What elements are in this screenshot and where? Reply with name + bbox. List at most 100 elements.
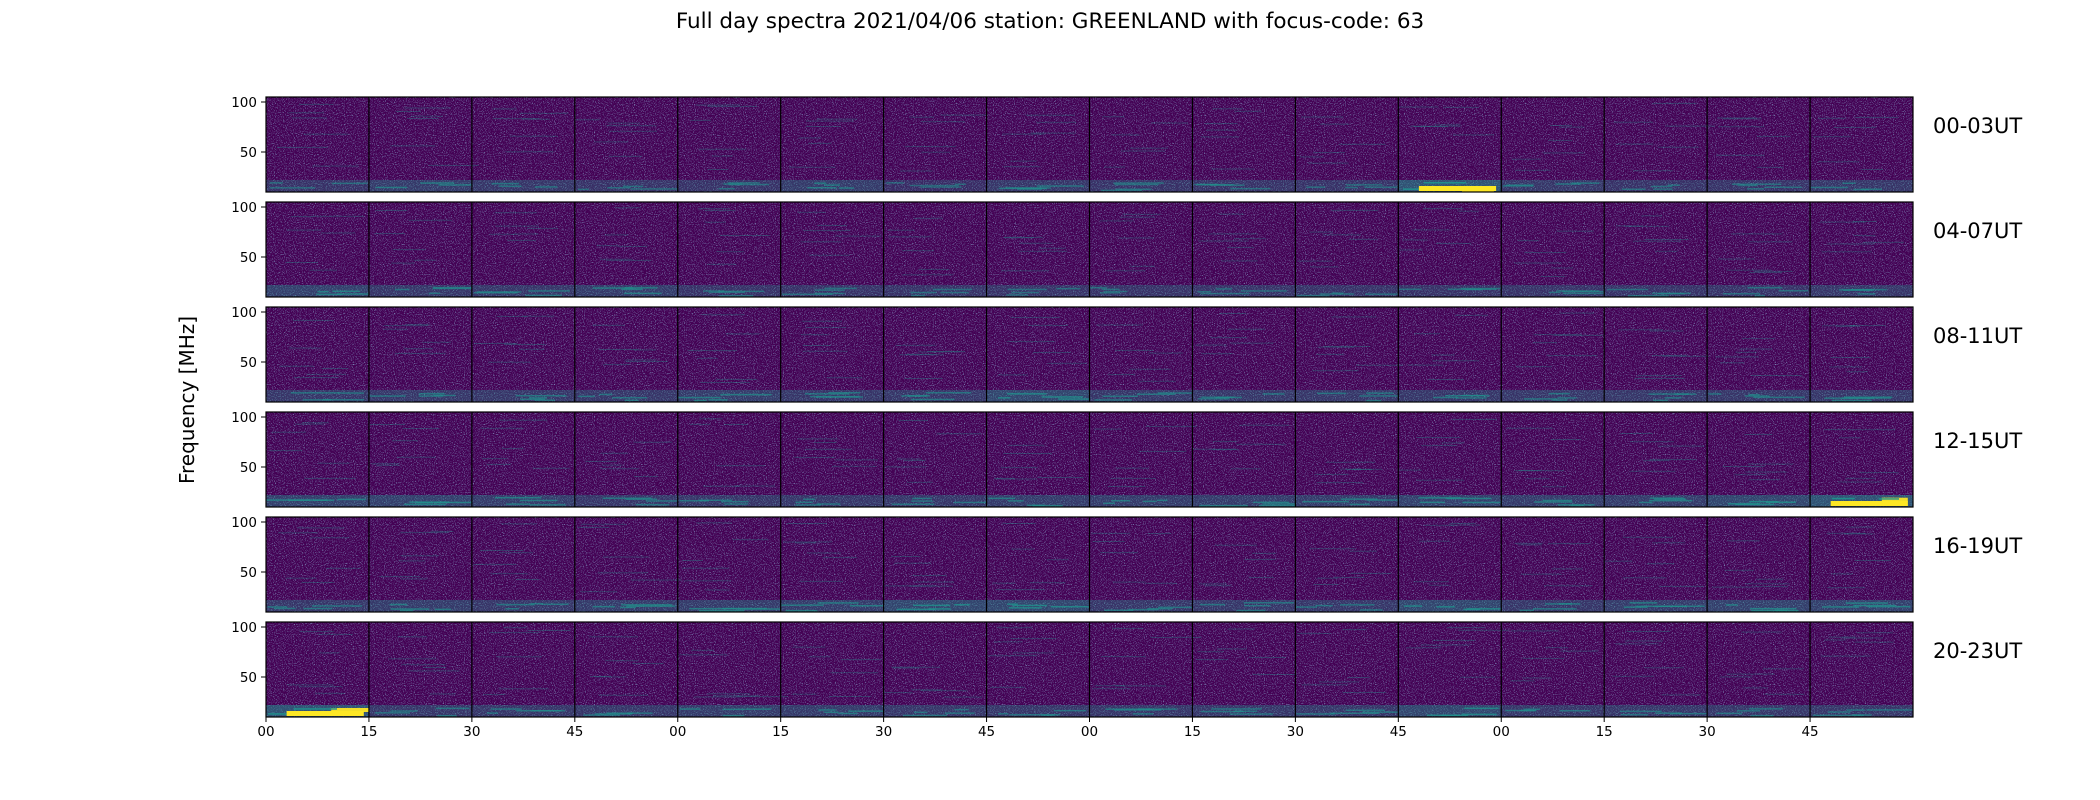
band-line xyxy=(1736,710,1761,712)
noise-line xyxy=(430,530,454,532)
x-tick-label: 00 xyxy=(1493,724,1510,740)
noise-line xyxy=(995,589,1045,591)
band-line xyxy=(719,295,754,297)
low-frequency-band xyxy=(1810,285,1913,297)
band-line xyxy=(1533,608,1577,610)
band-line xyxy=(1735,503,1775,506)
band-line xyxy=(913,604,951,607)
band-line xyxy=(805,393,850,395)
band-line xyxy=(435,707,470,710)
noise-line xyxy=(403,348,434,350)
noise-line xyxy=(913,217,943,219)
noise-line xyxy=(1030,132,1076,134)
band-line xyxy=(1132,713,1154,715)
noise-line xyxy=(1742,338,1775,340)
noise-line xyxy=(809,656,831,658)
noise-line xyxy=(1820,655,1871,657)
noise-line xyxy=(473,343,518,344)
noise-line xyxy=(801,320,843,322)
noise-line xyxy=(1310,266,1339,268)
noise-line xyxy=(1652,102,1697,104)
noise-line xyxy=(608,130,658,132)
noise-line xyxy=(1641,215,1663,217)
noise-line xyxy=(1745,583,1790,585)
band-line xyxy=(1505,184,1534,186)
noise-line xyxy=(1723,118,1762,120)
y-tick-label: 50 xyxy=(240,565,257,581)
noise-line xyxy=(1446,627,1485,629)
band-line xyxy=(599,393,613,396)
noise-line xyxy=(1316,577,1339,579)
spectra-row: 100 50 04-07UT xyxy=(231,200,2022,298)
noise-line xyxy=(1313,152,1346,154)
noise-line xyxy=(1206,129,1237,131)
band-line xyxy=(1136,393,1175,395)
noise-line xyxy=(1409,125,1461,127)
noise-line xyxy=(1010,160,1037,162)
band-line xyxy=(1137,708,1177,710)
noise-line xyxy=(1632,170,1673,172)
band-line xyxy=(1559,710,1591,712)
band-line xyxy=(1853,604,1896,607)
noise-line xyxy=(402,428,440,429)
row-frame xyxy=(265,96,1914,193)
band-line xyxy=(624,287,658,289)
noise-line xyxy=(600,258,633,260)
band-line xyxy=(375,712,410,714)
noise-line xyxy=(803,230,851,232)
noise-line xyxy=(509,135,558,137)
row-frame xyxy=(265,306,1914,403)
band-line xyxy=(1007,603,1018,605)
band-line xyxy=(1058,398,1090,400)
noise-line xyxy=(1420,644,1471,646)
band-line xyxy=(1032,504,1063,507)
band-line xyxy=(679,708,701,710)
noise-line xyxy=(1853,235,1876,237)
noise-line xyxy=(496,656,543,658)
noise-line xyxy=(893,562,932,564)
x-tick-label: 00 xyxy=(1081,724,1098,740)
noise-line xyxy=(1208,233,1258,235)
noise-line xyxy=(732,539,769,541)
noise-line xyxy=(383,328,408,330)
noise-line xyxy=(715,378,758,380)
noise-line xyxy=(1511,158,1542,160)
band-line xyxy=(541,603,569,605)
noise-line xyxy=(1010,548,1034,550)
row-frame xyxy=(265,411,1914,508)
low-frequency-band xyxy=(368,495,472,507)
noise-line xyxy=(395,111,421,112)
noise-line xyxy=(1441,442,1464,444)
band-line xyxy=(795,501,813,503)
low-frequency-band xyxy=(471,285,575,297)
noise-line xyxy=(797,211,826,213)
band-line xyxy=(721,607,768,610)
noise-line xyxy=(1560,650,1599,652)
band-line xyxy=(901,395,930,397)
band-line xyxy=(1364,186,1398,188)
noise-line xyxy=(303,133,348,135)
noise-line xyxy=(1301,116,1344,118)
y-tick-label: 100 xyxy=(231,410,257,426)
band-line xyxy=(1664,397,1682,399)
noise-line xyxy=(295,423,324,425)
band-line xyxy=(1104,609,1134,611)
band-line xyxy=(645,500,678,502)
noise-line xyxy=(1334,576,1365,578)
noise-line xyxy=(1540,276,1565,277)
band-line xyxy=(1319,293,1355,295)
y-tick-label: 100 xyxy=(231,200,257,216)
noise-line xyxy=(1196,659,1228,661)
noise-line xyxy=(1620,433,1653,434)
noise-line xyxy=(1227,246,1254,248)
noise-line xyxy=(809,254,850,256)
noise-line xyxy=(697,357,718,359)
noise-line xyxy=(699,148,747,150)
noise-line xyxy=(822,557,858,559)
noise-line xyxy=(405,323,431,325)
band-line xyxy=(1747,287,1783,289)
band-line xyxy=(1654,605,1705,607)
noise-line xyxy=(698,208,730,210)
band-line xyxy=(293,708,337,710)
noise-line xyxy=(1319,123,1350,125)
